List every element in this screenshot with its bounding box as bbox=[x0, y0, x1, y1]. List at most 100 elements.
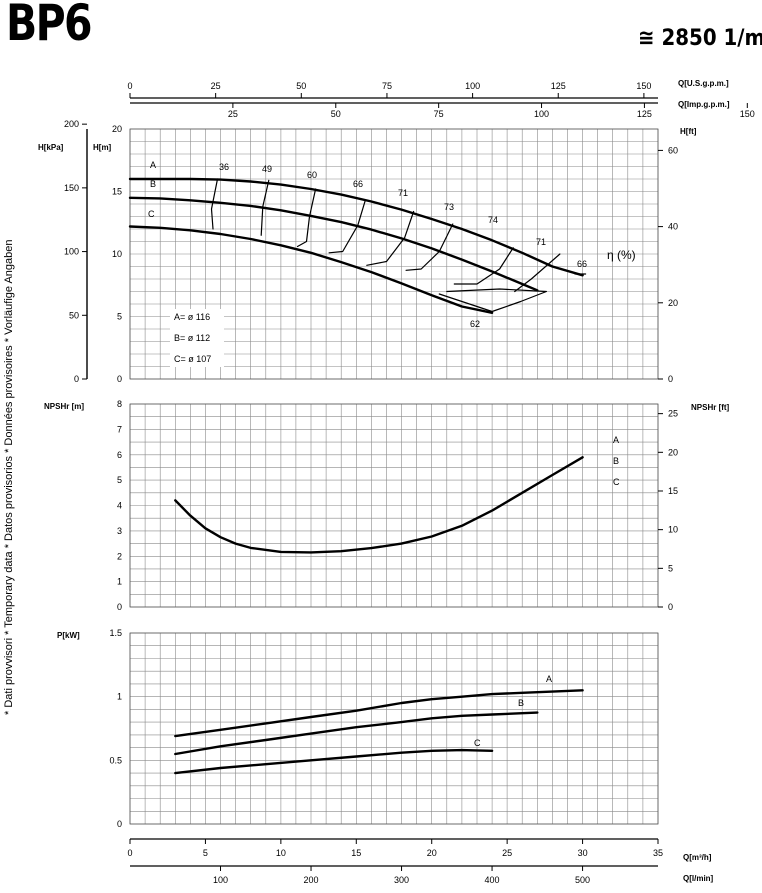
power-tick-label: 0.5 bbox=[109, 755, 122, 765]
efficiency-value-label: 60 bbox=[307, 170, 317, 180]
head-curve-label: C bbox=[148, 209, 155, 219]
power-tick-label: 0 bbox=[117, 819, 122, 829]
usgpm-tick-label: 0 bbox=[127, 81, 132, 91]
npsh-legend-c: C bbox=[613, 477, 620, 487]
usgpm-tick-label: 150 bbox=[636, 81, 651, 91]
npsh-m-tick-label: 0 bbox=[117, 602, 122, 612]
npsh-ft-tick-label: 15 bbox=[668, 486, 678, 496]
power-curve-c bbox=[174, 748, 494, 775]
impgpm-tick-label: 50 bbox=[331, 109, 341, 119]
power-curve-label: A bbox=[546, 674, 552, 684]
efficiency-contour bbox=[210, 178, 219, 230]
head-curve-label: A bbox=[150, 160, 156, 170]
rotation-speed-label: ≅ 2850 1/min bbox=[638, 26, 762, 51]
npsh-m-tick-label: 6 bbox=[117, 450, 122, 460]
m-tick-label: 15 bbox=[112, 187, 122, 197]
lmin-tick-label: 400 bbox=[485, 875, 500, 885]
efficiency-contour bbox=[366, 210, 415, 266]
npsh-m-tick-label: 2 bbox=[117, 551, 122, 561]
npsh-ft-tick-label: 0 bbox=[668, 602, 673, 612]
npsh-legend-b: B bbox=[613, 456, 619, 466]
efficiency-contour bbox=[405, 223, 454, 271]
npsh-m-tick-label: 7 bbox=[117, 424, 122, 434]
npsh-grid-frame bbox=[129, 403, 659, 608]
efficiency-contour bbox=[438, 288, 547, 313]
efficiency-value-label: 49 bbox=[262, 164, 272, 174]
efficiency-value-label: 71 bbox=[398, 188, 408, 198]
efficiency-contour bbox=[260, 179, 270, 236]
impgpm-tick-label: 125 bbox=[637, 109, 652, 119]
head-grid-frame bbox=[129, 128, 659, 380]
m-tick-label: 20 bbox=[112, 124, 122, 134]
ft-axis-label: H[ft] bbox=[680, 127, 697, 136]
m3h-tick-label: 30 bbox=[578, 848, 588, 858]
m-tick-label: 10 bbox=[112, 249, 122, 259]
impgpm-tick-label: 75 bbox=[434, 109, 444, 119]
efficiency-contour bbox=[328, 199, 366, 254]
efficiency-contour bbox=[514, 253, 561, 293]
usgpm-tick-label: 100 bbox=[465, 81, 480, 91]
power-curve-a bbox=[174, 689, 584, 738]
m3h-tick-label: 35 bbox=[653, 848, 663, 858]
lmin-tick-label: 500 bbox=[575, 875, 590, 885]
head-curve-label: B bbox=[150, 179, 156, 189]
efficiency-contour bbox=[453, 247, 514, 285]
kpa-tick-label: 0 bbox=[74, 374, 79, 384]
npsh-ft-axis-label: NPSHr [ft] bbox=[691, 403, 730, 412]
power-curve-label: B bbox=[518, 698, 524, 708]
m-tick-label: 0 bbox=[117, 374, 122, 384]
npsh-m-tick-label: 3 bbox=[117, 526, 122, 536]
npsh-m-tick-label: 1 bbox=[117, 577, 122, 587]
power-axis-label: P[kW] bbox=[57, 631, 80, 640]
lmin-tick-label: 300 bbox=[394, 875, 409, 885]
usgpm-tick-label: 50 bbox=[296, 81, 306, 91]
diameter-label: C= ø 107 bbox=[174, 354, 211, 364]
ft-tick-label: 0 bbox=[668, 374, 673, 384]
power-tick-label: 1 bbox=[117, 692, 122, 702]
ft-tick-label: 60 bbox=[668, 145, 678, 155]
efficiency-contour bbox=[296, 188, 317, 248]
lmin-tick-label: 100 bbox=[213, 875, 228, 885]
head-curve-b bbox=[128, 196, 539, 292]
ft-tick-label: 40 bbox=[668, 222, 678, 232]
diameter-label: A= ø 116 bbox=[174, 312, 210, 322]
m3h-tick-label: 10 bbox=[276, 848, 286, 858]
impgpm-tick-label: 25 bbox=[228, 109, 238, 119]
npsh-curve bbox=[174, 456, 584, 554]
impgpm-tick-label: 100 bbox=[534, 109, 549, 119]
power-curve-b bbox=[174, 711, 539, 756]
npsh-grid bbox=[129, 403, 659, 608]
impgpm-axis-label: Q[Imp.g.p.m.] bbox=[678, 100, 730, 109]
npsh-ft-tick-label: 25 bbox=[668, 409, 678, 419]
npsh-m-axis-label: NPSHr [m] bbox=[44, 402, 84, 411]
ft-tick-label: 20 bbox=[668, 298, 678, 308]
kpa-tick-label: 100 bbox=[64, 247, 79, 257]
m-axis-label: H[m] bbox=[93, 143, 112, 152]
npsh-ft-tick-label: 5 bbox=[668, 563, 673, 573]
power-grid bbox=[129, 632, 659, 825]
kpa-tick-label: 150 bbox=[64, 183, 79, 193]
usgpm-tick-label: 25 bbox=[211, 81, 221, 91]
npsh-m-tick-label: 5 bbox=[117, 475, 122, 485]
head-curve-c bbox=[128, 225, 494, 314]
npsh-m-tick-label: 4 bbox=[117, 501, 122, 511]
power-tick-label: 1.5 bbox=[109, 628, 122, 638]
lmin-axis-label: Q[l/min] bbox=[683, 874, 714, 883]
efficiency-value-label: 66 bbox=[353, 179, 363, 189]
usgpm-tick-label: 75 bbox=[382, 81, 392, 91]
efficiency-value-label: 74 bbox=[488, 215, 498, 225]
efficiency-value-label: 73 bbox=[444, 202, 454, 212]
kpa-tick-label: 200 bbox=[64, 119, 79, 129]
chart-title: BP6 bbox=[6, 0, 93, 52]
npsh-m-tick-label: 8 bbox=[117, 399, 122, 409]
kpa-axis-label: H[kPa] bbox=[38, 143, 64, 152]
m3h-tick-label: 5 bbox=[203, 848, 208, 858]
kpa-tick-label: 50 bbox=[69, 310, 79, 320]
m3h-tick-label: 15 bbox=[351, 848, 361, 858]
m3h-axis-label: Q[m³/h] bbox=[683, 853, 712, 862]
npsh-legend-a: A bbox=[613, 435, 619, 445]
diameter-label: B= ø 112 bbox=[174, 333, 210, 343]
efficiency-value-label: 71 bbox=[536, 237, 546, 247]
efficiency-value-label: 66 bbox=[577, 259, 587, 269]
m3h-tick-label: 20 bbox=[427, 848, 437, 858]
